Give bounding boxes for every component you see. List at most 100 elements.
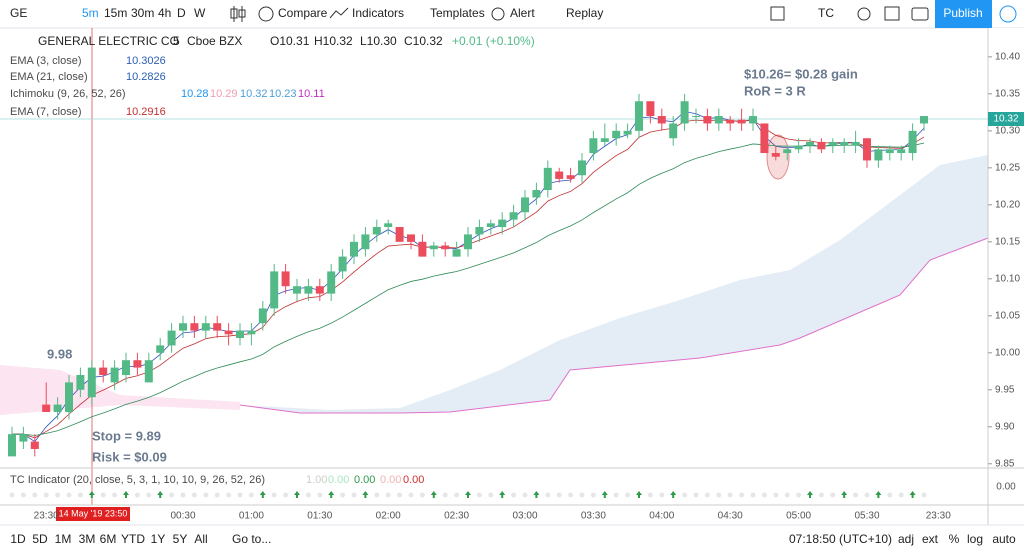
scale-option[interactable]: % <box>949 532 960 546</box>
indicators-icon[interactable] <box>329 7 349 19</box>
range-button[interactable]: 1M <box>55 532 72 546</box>
candle-body <box>543 167 552 191</box>
study-name[interactable]: Ichimoku (9, 26, 52, 26) <box>10 88 126 100</box>
candle-body <box>806 141 814 146</box>
interval[interactable]: 5m <box>82 6 99 20</box>
range-button[interactable]: 5Y <box>173 532 188 546</box>
layout-icon[interactable] <box>770 6 785 21</box>
signal-dot <box>647 492 653 498</box>
interval[interactable]: W <box>194 6 206 20</box>
candle-body <box>737 119 746 124</box>
signal-dot <box>454 492 460 498</box>
range-button[interactable]: 1D <box>10 532 26 546</box>
interval[interactable]: 15m <box>104 6 127 20</box>
signal-arrow <box>533 491 540 498</box>
indicator-value: 0.00 <box>354 474 375 486</box>
indicator-name[interactable]: TC Indicator (20, close, 5, 3, 1, 10, 10… <box>10 474 265 486</box>
interval[interactable]: 4h <box>158 6 171 20</box>
range-button[interactable]: YTD <box>121 532 145 546</box>
candle-body <box>8 434 16 457</box>
candle-body <box>646 101 655 117</box>
signal-dot <box>20 492 26 498</box>
signal-dot <box>727 492 733 498</box>
candle-body <box>703 116 712 124</box>
study-name[interactable]: EMA (21, close) <box>10 71 88 83</box>
y-tick-label: 10.15 <box>995 236 1020 247</box>
candle-body <box>589 138 598 154</box>
candle-body <box>42 404 51 412</box>
candle-body <box>258 308 267 324</box>
indicator-axis: 0.00 <box>996 482 1016 493</box>
candle-body <box>201 323 210 331</box>
signal-dot <box>146 492 152 498</box>
candle-body <box>817 141 826 150</box>
alert-icon[interactable] <box>491 7 505 21</box>
symbol-name: GENERAL ELECTRIC CO <box>38 34 179 48</box>
study-name[interactable]: EMA (7, close) <box>10 106 82 118</box>
symbol[interactable]: GE <box>10 6 27 20</box>
x-tick-label: 23:30 <box>34 511 59 522</box>
scale-option[interactable]: auto <box>992 532 1016 546</box>
signal-arrow <box>807 491 813 498</box>
signal-arrow <box>636 491 642 498</box>
indicators-button[interactable]: Indicators <box>352 6 404 20</box>
compare-icon[interactable] <box>258 6 274 22</box>
study-name[interactable]: EMA (3, close) <box>10 55 82 67</box>
candle-body <box>669 123 678 139</box>
study-value: 10.32 <box>240 88 268 100</box>
play-icon[interactable] <box>999 5 1017 23</box>
settings-icon[interactable] <box>857 7 871 21</box>
study-value: 10.11 <box>298 88 325 100</box>
chart-style-icon[interactable] <box>230 6 246 22</box>
signal-dot <box>283 492 289 498</box>
y-tick-label: 10.00 <box>995 347 1020 358</box>
span-b <box>239 237 989 414</box>
publish-button[interactable]: Publish <box>943 6 982 20</box>
candle-body <box>179 323 187 331</box>
scale-option[interactable]: log <box>967 532 983 546</box>
signal-arrow <box>294 491 300 498</box>
x-tick-label: 01:00 <box>239 511 264 522</box>
account[interactable]: TC <box>818 6 834 20</box>
goto[interactable]: Go to... <box>232 532 271 546</box>
scale-option[interactable]: ext <box>922 532 939 546</box>
top-toolbar <box>0 0 1024 28</box>
candle-body <box>498 219 507 228</box>
scale-option[interactable]: adj <box>898 532 914 546</box>
compare-button[interactable]: Compare <box>278 6 328 20</box>
indicator-value: 0.00 <box>380 474 401 486</box>
fullscreen-icon[interactable] <box>884 6 900 21</box>
candle-body <box>315 286 324 294</box>
interval[interactable]: 30m <box>131 6 154 20</box>
candle-body <box>863 138 871 161</box>
range-button[interactable]: 1Y <box>151 532 166 546</box>
clock: 07:18:50 (UTC+10) <box>789 532 892 546</box>
signal-dot <box>476 492 482 498</box>
price-axis <box>988 28 1024 505</box>
candle-body <box>692 116 700 118</box>
x-tick-label: 04:00 <box>649 511 674 522</box>
study-value: 10.3026 <box>126 55 166 67</box>
candle-body <box>270 271 279 309</box>
signal-dot <box>214 492 220 498</box>
range-button[interactable]: 3M <box>79 532 96 546</box>
range-button[interactable]: 6M <box>100 532 117 546</box>
signal-arrow <box>841 491 848 498</box>
indicator-value: 0.00 <box>328 474 349 486</box>
signal-dot <box>374 492 380 498</box>
templates-button[interactable]: Templates <box>430 6 485 20</box>
range-button[interactable]: 5D <box>32 532 48 546</box>
signal-dot <box>180 492 186 498</box>
candle-body <box>475 227 484 235</box>
x-tick-label: 02:30 <box>444 511 469 522</box>
range-button[interactable]: All <box>194 532 207 546</box>
symbol-interval: 5 <box>173 34 180 48</box>
replay-button[interactable]: Replay <box>566 6 603 20</box>
interval[interactable]: D <box>177 6 186 20</box>
publish-bg[interactable] <box>935 0 992 28</box>
candle-body <box>327 271 336 294</box>
ohlc: H10.32 <box>314 34 353 48</box>
signal-dot <box>887 492 893 498</box>
alert-button[interactable]: Alert <box>510 6 535 20</box>
snapshot-icon[interactable] <box>911 7 929 21</box>
